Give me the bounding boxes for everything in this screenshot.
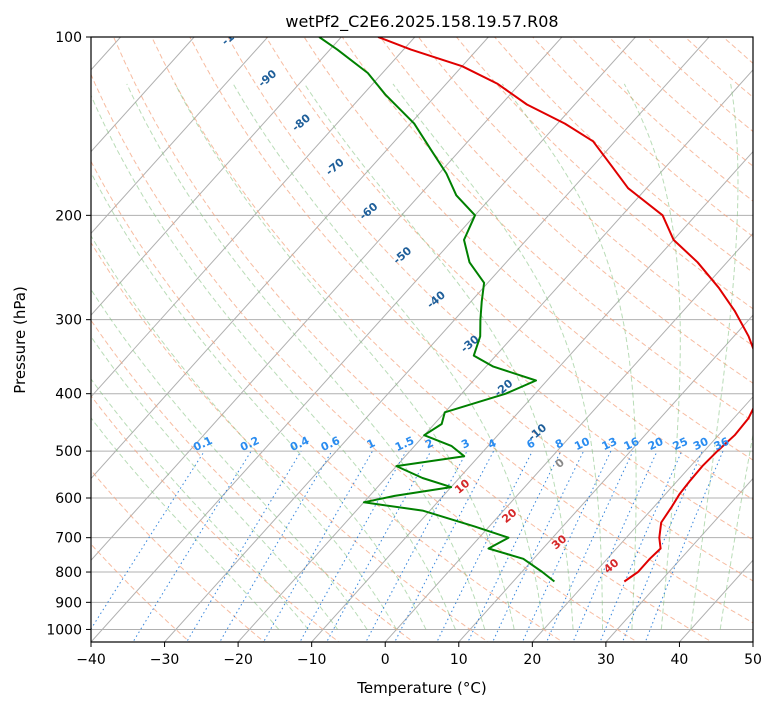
isotherm-line <box>237 69 753 642</box>
dry-adiabat <box>91 73 639 642</box>
isotherm-line <box>91 37 195 153</box>
dry-adiabat <box>151 37 753 624</box>
mixing-ratio-line <box>394 450 495 642</box>
temperature-profile <box>377 37 753 583</box>
mixing-ratio-line <box>132 450 252 642</box>
mixing-ratio-label: 36 <box>712 435 732 453</box>
adiabat-label: -100 <box>219 20 249 48</box>
dry-adiabat <box>189 37 753 582</box>
dry-adiabat <box>91 160 564 642</box>
moist-adiabat <box>126 83 486 630</box>
y-axis: 100 200 300 400 500 600 700 800 900 1000 <box>46 30 91 638</box>
mixing-ratio-line <box>91 450 205 630</box>
mixing-ratio-label: 30 <box>691 435 711 453</box>
x-tick-label: 20 <box>523 652 541 668</box>
moist-adiabat <box>91 335 339 630</box>
isotherm-line <box>164 37 710 642</box>
mixing-ratio-line <box>436 450 533 642</box>
y-tick-label: 800 <box>55 565 82 581</box>
moist-adiabat <box>91 94 456 630</box>
moist-adiabat <box>174 83 515 630</box>
moist-adiabat <box>91 378 309 630</box>
y-tick-label: 600 <box>55 491 82 507</box>
moist-adiabat <box>392 83 603 630</box>
isotherm-line <box>91 37 563 562</box>
moist-adiabat <box>690 83 739 630</box>
dry-adiabat <box>265 37 753 501</box>
isotherm-line <box>458 314 753 642</box>
x-tick-label: −30 <box>150 652 180 668</box>
y-axis-title: Pressure (hPa) <box>11 286 29 394</box>
x-tick-label: 0 <box>381 652 390 668</box>
isotherm-line <box>91 37 636 642</box>
mixing-ratio-line <box>299 450 407 642</box>
mixing-ratio-line <box>521 450 612 642</box>
plot-frame <box>90 36 754 643</box>
isotherm-line <box>91 37 489 480</box>
mixing-ratio-label: 25 <box>671 435 690 453</box>
moist-adiabat <box>91 417 280 630</box>
mixing-ratio-line <box>219 450 333 642</box>
y-tick-label: 900 <box>55 595 82 611</box>
mixing-ratio-line <box>546 450 634 642</box>
isobar-grid <box>91 37 753 630</box>
isotherm-line <box>531 396 753 642</box>
dewpoint-profile <box>318 37 556 583</box>
y-tick-label: 400 <box>55 387 82 403</box>
moist-adiabat <box>91 234 397 630</box>
moist-adiabat-lines <box>91 83 753 630</box>
y-tick-label: 300 <box>55 313 82 329</box>
moist-adiabat <box>623 83 681 630</box>
x-tick-label: 30 <box>597 652 615 668</box>
x-axis: −40 −30 −20 −10 0 10 20 30 40 50 <box>76 642 762 668</box>
skewed-isotherm-grid <box>91 37 753 642</box>
mixing-ratio-label: 16 <box>622 435 642 453</box>
dry-adiabat <box>379 37 753 384</box>
mixing-ratio-line <box>599 450 683 642</box>
y-tick-label: 100 <box>55 30 82 46</box>
dry-adiabat <box>91 395 340 642</box>
x-tick-label: 10 <box>450 652 468 668</box>
isotherm-line <box>605 477 753 642</box>
y-tick-label: 200 <box>55 208 82 224</box>
y-tick-label: 1000 <box>46 622 82 638</box>
dry-adiabat <box>456 37 753 310</box>
isotherm-line <box>384 232 753 642</box>
isotherm-line <box>91 37 269 235</box>
mixing-ratio-line <box>572 450 658 642</box>
sounding-profiles <box>318 37 753 583</box>
x-tick-label: 40 <box>671 652 689 668</box>
mixing-ratio-line <box>186 450 302 642</box>
dry-adiabat <box>113 37 713 642</box>
moist-adiabat <box>501 83 637 630</box>
x-axis-title: Temperature (°C) <box>356 679 486 697</box>
moist-adiabat <box>719 431 753 630</box>
y-tick-label: 500 <box>55 444 82 460</box>
dry-adiabat-lines <box>91 37 753 642</box>
isotherm-line <box>91 37 342 316</box>
mixing-ratio-lines <box>91 450 724 642</box>
x-tick-label: 50 <box>744 652 762 668</box>
dry-adiabat <box>341 37 753 422</box>
moist-adiabat <box>91 288 368 630</box>
mixing-ratio-line <box>262 450 373 642</box>
dry-adiabat <box>91 319 415 642</box>
mixing-ratio-label: 20 <box>646 435 666 453</box>
isotherm-line <box>91 37 416 398</box>
y-tick-label: 700 <box>55 531 82 547</box>
mixing-ratio-label: 10 <box>572 435 592 453</box>
mixing-ratio-label: 13 <box>600 435 619 453</box>
moist-adiabat <box>232 83 545 630</box>
x-tick-label: −20 <box>223 652 253 668</box>
dry-adiabat <box>91 469 266 642</box>
dry-adiabat <box>91 241 489 642</box>
x-tick-label: −10 <box>297 652 327 668</box>
moist-adiabat <box>304 83 574 630</box>
x-tick-label: −40 <box>76 652 106 668</box>
chart-title: wetPf2_C2E6.2025.158.19.57.R08 <box>285 12 558 32</box>
